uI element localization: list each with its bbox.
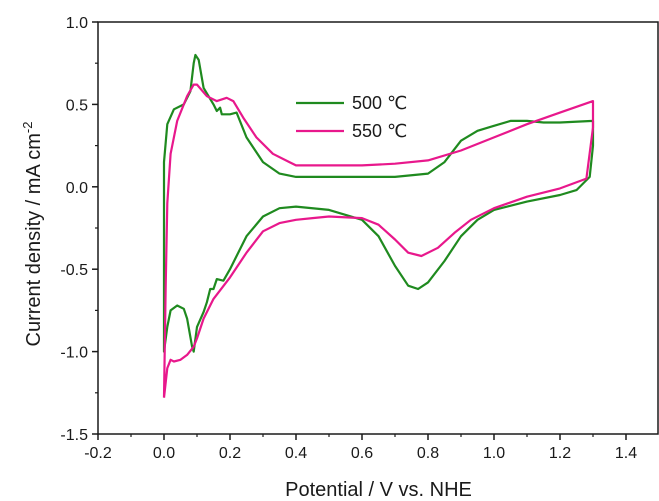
x-tick-label: 1.2	[549, 445, 571, 462]
x-tick-label: 0.2	[219, 445, 241, 462]
series-line-2	[162, 83, 595, 398]
y-tick-label: -1.5	[60, 427, 88, 444]
x-tick-label: 0.8	[417, 445, 439, 462]
x-tick-label: -0.2	[84, 445, 112, 462]
series-line-1	[162, 53, 595, 353]
tick-labels: -0.2 0.0 0.2 0.4 0.6 0.8 1.0 1.2 1.4 1.0 0.5 0.0 -0.…	[60, 15, 637, 462]
legend-label-1: 500 ℃	[352, 93, 407, 113]
y-tick-label: -0.5	[60, 262, 88, 279]
legend: 500 ℃ 550 ℃	[296, 93, 407, 141]
x-tick-label: 0.6	[351, 445, 373, 462]
y-axis-title-main: Current density / mA cm	[23, 133, 45, 346]
plot-frame	[97, 21, 659, 435]
x-tick-label: 1.4	[615, 445, 637, 462]
x-tick-label: 0.4	[285, 445, 307, 462]
x-axis-title: Potential / V vs. NHE	[285, 479, 472, 501]
axis-ticks	[92, 21, 627, 440]
legend-label-2: 550 ℃	[352, 121, 407, 141]
y-tick-label: 0.0	[66, 180, 88, 197]
y-tick-label: -1.0	[60, 345, 88, 362]
y-tick-label: 1.0	[66, 15, 88, 32]
plot-area	[162, 53, 595, 398]
y-tick-label: 0.5	[66, 97, 88, 114]
x-tick-label: 0.0	[153, 445, 175, 462]
y-axis-title: Current density / mA cm-2	[20, 122, 45, 347]
x-tick-label: 1.0	[483, 445, 505, 462]
y-axis-title-superscript: -2	[20, 122, 35, 134]
